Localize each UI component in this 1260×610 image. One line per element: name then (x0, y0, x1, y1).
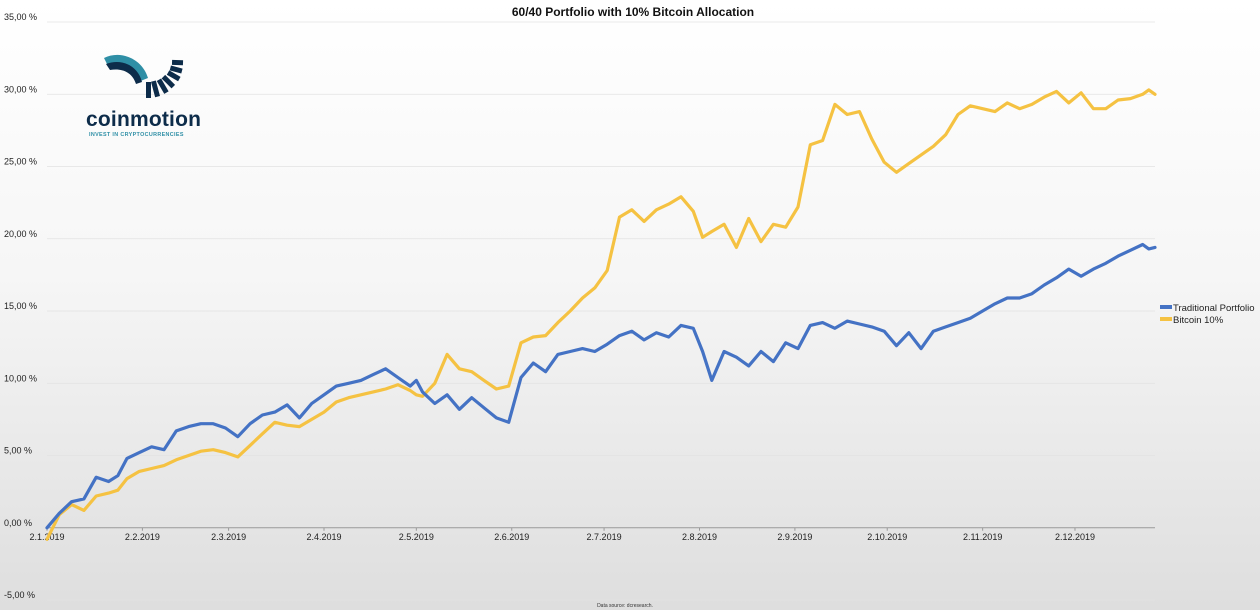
y-tick-label: 35,00 % (4, 12, 37, 22)
chart-title: 60/40 Portfolio with 10% Bitcoin Allocat… (512, 5, 754, 19)
series-line-traditional-portfolio (45, 242, 1157, 530)
x-axis-tick-labels: 2.1.2019 2.2.2019 2.3.2019 2.4.2019 2.5.2019… (29, 527, 1095, 542)
y-tick-label: 25,00 % (4, 157, 37, 167)
x-tick-label: 2.11.2019 (963, 532, 1002, 542)
series-lines (45, 88, 1157, 541)
x-tick-label: 2.2.2019 (125, 532, 160, 542)
y-tick-label: -5,00 % (4, 590, 35, 600)
coinmotion-logo: coinmotion INVEST IN CRYPTOCURRENCIES (86, 52, 226, 142)
legend-swatch-traditional-portfolio (1160, 305, 1172, 309)
legend: Traditional Portfolio Bitcoin 10% (1160, 303, 1255, 326)
data-source-note: Data source: dcresearch. (597, 603, 653, 609)
y-tick-label: 30,00 % (4, 84, 37, 94)
brand-tagline: INVEST IN CRYPTOCURRENCIES (89, 132, 184, 138)
legend-swatch-bitcoin-10 (1160, 317, 1172, 321)
legend-label-bitcoin-10: Bitcoin 10% (1173, 315, 1224, 326)
x-tick-label: 2.7.2019 (587, 532, 622, 542)
y-tick-label: 15,00 % (4, 301, 37, 311)
y-tick-label: 0,00 % (4, 518, 32, 528)
x-tick-label: 2.3.2019 (211, 532, 246, 542)
series-line-bitcoin-10 (45, 88, 1157, 541)
brand-name: coinmotion (86, 108, 202, 131)
x-tick-label: 2.8.2019 (682, 532, 717, 542)
y-tick-label: 20,00 % (4, 229, 37, 239)
x-tick-label: 2.5.2019 (399, 532, 434, 542)
x-tick-label: 2.9.2019 (777, 532, 812, 542)
x-tick-label: 2.12.2019 (1055, 532, 1095, 542)
grid (47, 21, 1155, 601)
y-tick-label: 10,00 % (4, 373, 37, 383)
x-tick-label: 2.4.2019 (306, 532, 341, 542)
y-axis-tick-labels: -5,00 % 0,00 % 5,00 % 10,00 % 15,00 % 20,00 %… (4, 12, 37, 600)
coinmotion-logo-mark (104, 54, 184, 98)
x-tick-label: 2.10.2019 (867, 532, 907, 542)
y-tick-label: 5,00 % (4, 446, 32, 456)
legend-label-traditional-portfolio: Traditional Portfolio (1173, 303, 1255, 314)
x-tick-label: 2.6.2019 (494, 532, 529, 542)
